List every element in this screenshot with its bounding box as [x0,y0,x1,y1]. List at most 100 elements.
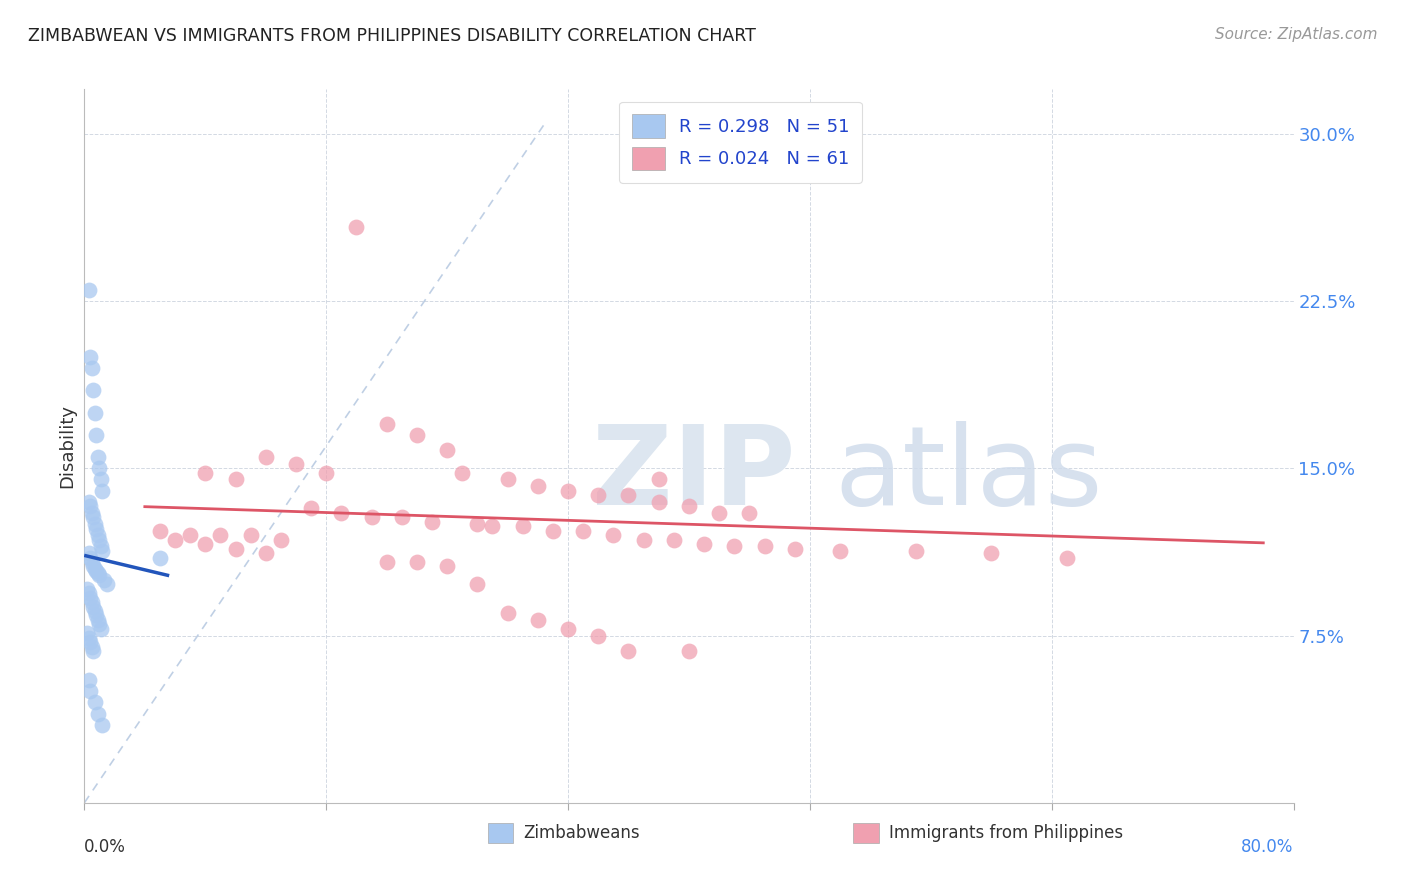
Point [496,607,519,621]
Point [89,533,111,547]
Point [678,644,700,658]
Point [89,568,111,582]
Point [90,622,112,636]
Point [80,640,103,654]
Point [77,546,100,560]
Point [904,543,927,558]
Point [86,608,108,623]
Point [149,524,172,538]
Point [526,479,548,493]
Point [91,717,114,731]
Point [79,500,101,514]
Point [723,539,745,553]
Point [163,533,186,547]
Point [91,543,114,558]
Point [80,555,103,569]
Point [375,417,398,431]
Point [693,537,716,551]
Point [87,566,110,581]
Text: 80.0%: 80.0% [1241,838,1294,856]
Point [799,138,821,153]
Point [254,546,277,560]
Point [225,541,247,556]
Point [76,626,98,640]
Point [391,510,413,524]
Point [709,506,731,520]
Point [633,533,655,547]
Point [209,528,232,542]
Point [467,577,489,591]
Point [526,613,548,627]
Text: ZIP: ZIP [592,421,796,528]
Point [179,528,201,542]
Point [82,559,104,574]
Point [87,706,110,721]
Point [87,450,110,465]
Point [79,550,101,565]
Point [89,461,111,475]
Point [375,555,398,569]
Point [77,673,100,687]
Point [420,515,443,529]
Point [90,539,112,553]
Point [82,384,104,398]
Point [86,564,108,578]
Point [541,524,564,538]
Point [980,546,1002,560]
Point [86,427,108,442]
Point [496,473,519,487]
Point [284,457,308,471]
Point [87,613,110,627]
Point [77,494,100,508]
Point [299,501,322,516]
Point [79,635,101,649]
Point [678,500,700,514]
Point [239,528,262,542]
Point [77,283,100,297]
Point [602,528,624,542]
Point [557,622,579,636]
Point [96,577,118,591]
Point [89,617,111,632]
Point [647,473,671,487]
Point [557,483,579,498]
Point [82,644,104,658]
Text: ZIMBABWEAN VS IMMIGRANTS FROM PHILIPPINES DISABILITY CORRELATION CHART: ZIMBABWEAN VS IMMIGRANTS FROM PHILIPPINE… [28,27,756,45]
Text: Immigrants from Philippines: Immigrants from Philippines [889,824,1123,842]
Point [77,586,100,600]
Point [80,595,103,609]
Point [346,220,368,235]
Point [330,506,353,520]
Point [84,562,107,576]
Point [93,573,115,587]
Point [830,543,852,558]
Point [79,350,101,364]
Point [82,599,104,614]
Point [738,506,761,520]
Point [86,521,108,535]
Point [91,483,114,498]
Point [225,473,247,487]
Text: Source: ZipAtlas.com: Source: ZipAtlas.com [1215,27,1378,42]
Point [436,443,458,458]
Point [76,582,98,596]
Point [481,519,503,533]
Point [512,519,534,533]
Point [87,528,110,542]
Point [406,555,429,569]
Point [360,510,382,524]
Point [270,533,292,547]
Point [647,494,671,508]
Point [79,591,101,605]
Legend: R = 0.298   N = 51, R = 0.024   N = 61: R = 0.298 N = 51, R = 0.024 N = 61 [620,102,862,183]
Point [80,360,103,375]
Point [662,533,685,547]
Point [149,550,172,565]
Point [84,517,107,532]
Point [80,506,103,520]
Point [82,510,104,524]
Point [194,537,217,551]
Y-axis label: Disability: Disability [58,404,76,488]
Point [254,450,277,465]
Point [572,524,595,538]
